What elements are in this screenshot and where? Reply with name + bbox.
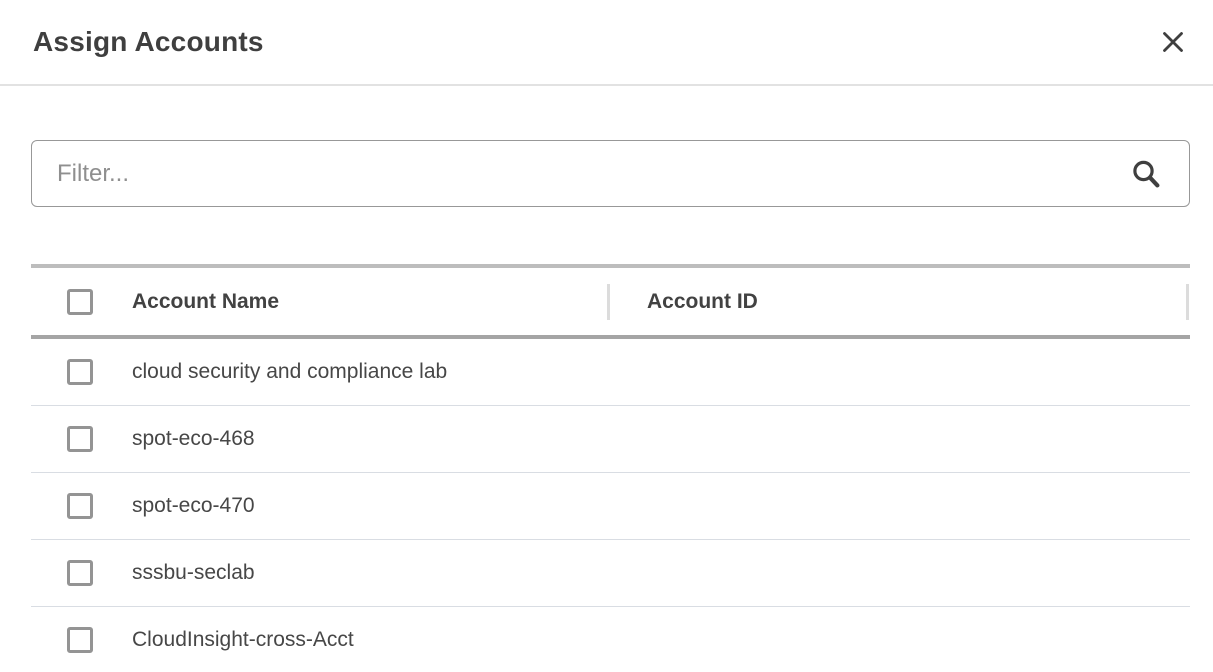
modal-body: Account Name Account ID cloud security a… <box>0 140 1213 672</box>
row-checkbox[interactable] <box>67 493 93 519</box>
table-row[interactable]: CloudInsight-cross-Acct <box>31 607 1190 672</box>
table-row[interactable]: spot-eco-468 <box>31 406 1190 473</box>
column-divider <box>607 283 610 320</box>
row-checkbox-cell <box>31 627 132 653</box>
column-header-account-name[interactable]: Account Name <box>132 289 280 313</box>
row-checkbox[interactable] <box>67 560 93 586</box>
table-body: cloud security and compliance lab spot-e… <box>31 339 1190 672</box>
header-checkbox-cell <box>31 288 132 315</box>
row-checkbox-cell <box>31 493 132 519</box>
account-name-cell: spot-eco-468 <box>132 427 255 450</box>
accounts-table: Account Name Account ID cloud security a… <box>31 264 1190 672</box>
column-header-account-id[interactable]: Account ID <box>647 289 758 313</box>
row-checkbox[interactable] <box>67 426 93 452</box>
filter-input[interactable] <box>31 140 1190 207</box>
select-all-checkbox[interactable] <box>67 288 93 315</box>
account-name-cell: spot-eco-470 <box>132 494 255 517</box>
table-row[interactable]: spot-eco-470 <box>31 473 1190 540</box>
row-checkbox-cell <box>31 359 132 385</box>
table-row[interactable]: sssbu-seclab <box>31 540 1190 607</box>
row-checkbox[interactable] <box>67 627 93 653</box>
filter-container <box>31 140 1190 207</box>
modal-title: Assign Accounts <box>33 26 264 57</box>
table-row[interactable]: cloud security and compliance lab <box>31 339 1190 406</box>
search-icon <box>1130 158 1162 190</box>
close-icon <box>1163 32 1183 52</box>
account-name-cell: cloud security and compliance lab <box>132 360 448 383</box>
column-divider-end <box>1186 283 1189 320</box>
modal-header: Assign Accounts <box>0 0 1213 86</box>
row-checkbox[interactable] <box>67 359 93 385</box>
row-checkbox-cell <box>31 560 132 586</box>
account-name-cell: sssbu-seclab <box>132 561 255 584</box>
close-button[interactable] <box>1157 26 1189 58</box>
account-name-cell: CloudInsight-cross-Acct <box>132 628 354 651</box>
table-header-row: Account Name Account ID <box>31 264 1190 339</box>
row-checkbox-cell <box>31 426 132 452</box>
